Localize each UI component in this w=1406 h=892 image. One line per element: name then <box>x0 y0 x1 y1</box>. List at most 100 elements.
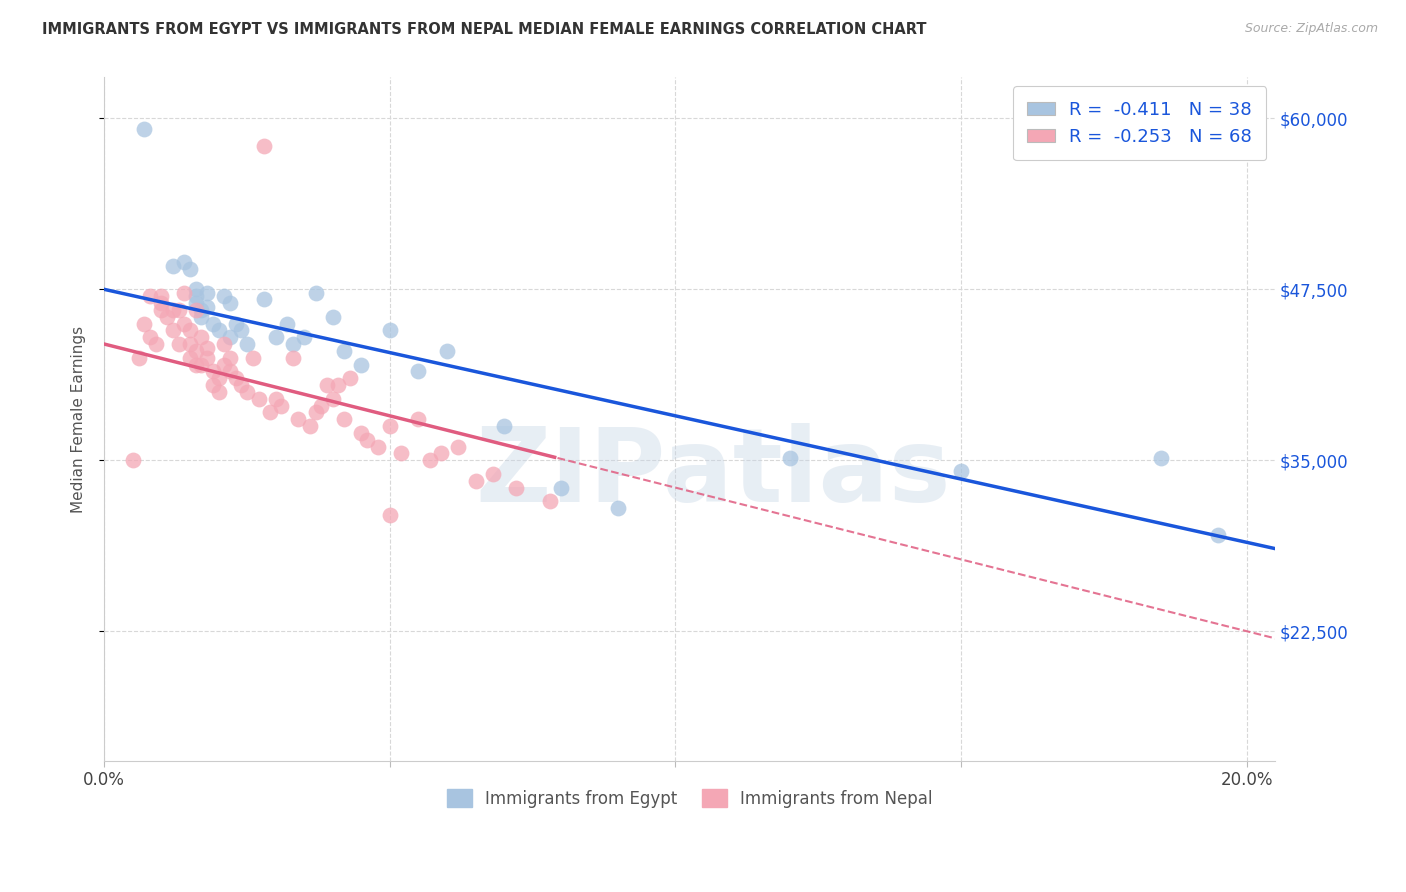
Point <box>179 351 201 365</box>
Point <box>212 337 235 351</box>
Point <box>139 330 162 344</box>
Y-axis label: Median Female Earnings: Median Female Earnings <box>72 326 86 513</box>
Point <box>292 330 315 344</box>
Point <box>367 440 389 454</box>
Point <box>311 399 333 413</box>
Point <box>253 138 276 153</box>
Point <box>505 481 527 495</box>
Point <box>304 405 326 419</box>
Point <box>550 481 572 495</box>
Point <box>259 405 281 419</box>
Point <box>219 296 242 310</box>
Point <box>121 453 143 467</box>
Point <box>156 310 179 324</box>
Point <box>436 343 458 358</box>
Point <box>134 317 156 331</box>
Point <box>950 464 973 478</box>
Point <box>207 371 229 385</box>
Point <box>195 341 218 355</box>
Point <box>779 450 801 465</box>
Point <box>184 358 207 372</box>
Point <box>389 446 412 460</box>
Point <box>134 122 156 136</box>
Point <box>201 378 224 392</box>
Point <box>184 289 207 303</box>
Point <box>447 440 470 454</box>
Point <box>225 317 247 331</box>
Point <box>350 358 373 372</box>
Point <box>184 302 207 317</box>
Point <box>356 433 378 447</box>
Point <box>430 446 453 460</box>
Point <box>190 310 212 324</box>
Point <box>333 412 356 426</box>
Point <box>316 378 339 392</box>
Point <box>150 302 173 317</box>
Point <box>184 282 207 296</box>
Point <box>236 337 259 351</box>
Point <box>179 323 201 337</box>
Point <box>322 310 344 324</box>
Point <box>128 351 150 365</box>
Point <box>207 384 229 399</box>
Point <box>328 378 350 392</box>
Point <box>481 467 503 481</box>
Point <box>1150 450 1173 465</box>
Point <box>173 286 195 301</box>
Point <box>219 364 242 378</box>
Point <box>264 330 287 344</box>
Point <box>247 392 270 406</box>
Point <box>281 337 304 351</box>
Point <box>304 286 326 301</box>
Point <box>464 474 486 488</box>
Point <box>179 337 201 351</box>
Point <box>231 323 253 337</box>
Point <box>201 317 224 331</box>
Point <box>298 419 321 434</box>
Point <box>173 255 195 269</box>
Point <box>173 317 195 331</box>
Text: Source: ZipAtlas.com: Source: ZipAtlas.com <box>1244 22 1378 36</box>
Point <box>242 351 264 365</box>
Point <box>219 351 242 365</box>
Point <box>276 317 298 331</box>
Point <box>236 384 259 399</box>
Point <box>190 330 212 344</box>
Text: ZIPatlas: ZIPatlas <box>475 424 950 524</box>
Point <box>139 289 162 303</box>
Point <box>419 453 441 467</box>
Point <box>162 323 184 337</box>
Point <box>538 494 561 508</box>
Point <box>270 399 292 413</box>
Point <box>207 323 229 337</box>
Point <box>339 371 361 385</box>
Point <box>231 378 253 392</box>
Point <box>333 343 356 358</box>
Point <box>167 337 190 351</box>
Point <box>225 371 247 385</box>
Point <box>195 286 218 301</box>
Point <box>378 323 401 337</box>
Legend: Immigrants from Egypt, Immigrants from Nepal: Immigrants from Egypt, Immigrants from N… <box>440 783 939 814</box>
Point <box>408 364 430 378</box>
Point <box>378 774 401 789</box>
Point <box>150 296 173 310</box>
Point <box>195 351 218 365</box>
Point <box>145 337 167 351</box>
Point <box>162 259 184 273</box>
Point <box>281 351 304 365</box>
Point <box>607 501 630 516</box>
Point <box>287 412 309 426</box>
Point <box>190 358 212 372</box>
Point <box>150 289 173 303</box>
Point <box>190 302 212 317</box>
Point <box>322 392 344 406</box>
Point <box>179 261 201 276</box>
Point <box>408 412 430 426</box>
Point <box>253 292 276 306</box>
Point <box>195 300 218 314</box>
Point <box>184 296 207 310</box>
Point <box>219 330 242 344</box>
Point <box>167 302 190 317</box>
Point <box>212 358 235 372</box>
